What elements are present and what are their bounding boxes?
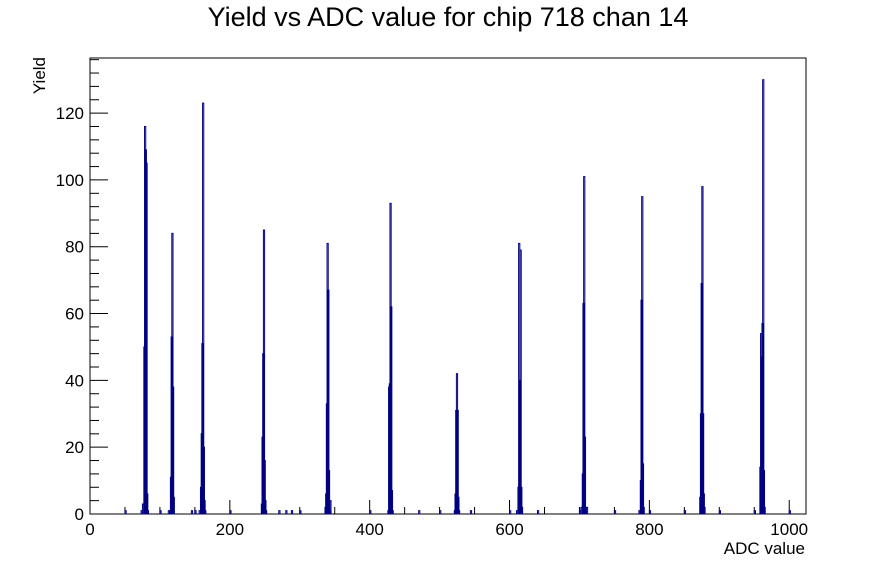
histogram-bin xyxy=(683,510,687,515)
histogram-bin xyxy=(290,510,294,515)
histogram-bin xyxy=(299,510,302,515)
x-tick-label: 600 xyxy=(495,520,523,539)
y-tick-label: 0 xyxy=(75,505,84,524)
histogram-bin xyxy=(788,510,791,515)
histogram-bin xyxy=(265,510,268,515)
y-tick-label: 60 xyxy=(65,305,84,324)
histogram-bin xyxy=(439,510,442,515)
histogram-bin xyxy=(537,510,540,515)
histogram-bin xyxy=(509,510,512,515)
histogram-bin xyxy=(613,510,617,515)
histogram-bin xyxy=(124,510,127,515)
x-tick-label: 400 xyxy=(356,520,384,539)
histogram-bin xyxy=(369,510,372,515)
y-tick-label: 80 xyxy=(65,238,84,257)
x-axis-label: ADC value xyxy=(724,539,805,558)
histogram-bin xyxy=(418,510,421,515)
chart-title: Yield vs ADC value for chip 718 chan 14 xyxy=(207,2,689,32)
histogram-bin xyxy=(229,510,232,515)
x-tick-label: 1000 xyxy=(770,520,808,539)
y-tick-label: 20 xyxy=(65,438,84,457)
histogram-bin xyxy=(763,506,766,515)
y-tick-label: 100 xyxy=(56,171,84,190)
histogram-bin xyxy=(204,510,207,515)
histogram-bin xyxy=(648,510,652,515)
histogram-bin xyxy=(469,510,473,515)
x-axis: 0 200 400 600 800 1000 xyxy=(85,500,808,539)
histogram-bin xyxy=(159,510,162,515)
histogram-bin xyxy=(753,510,756,515)
y-tick-label: 120 xyxy=(56,104,84,123)
histogram-bin xyxy=(703,506,706,515)
histogram-bin xyxy=(457,510,461,515)
histogram-bin xyxy=(520,506,524,515)
histogram-bin xyxy=(167,510,171,515)
histogram-bin xyxy=(190,510,194,515)
x-tick-label: 0 xyxy=(85,520,94,539)
histogram-bin xyxy=(194,510,197,515)
histogram-bin xyxy=(585,506,589,515)
histogram-bin xyxy=(146,510,150,515)
y-axis: 0 20 40 60 80 100 120 xyxy=(56,59,108,524)
histogram-bins xyxy=(124,79,791,515)
histogram-bin xyxy=(278,510,281,515)
histogram-bin xyxy=(642,506,645,515)
y-axis-label: Yield xyxy=(30,57,49,94)
y-tick-label: 40 xyxy=(65,371,84,390)
plot-frame xyxy=(89,57,807,515)
histogram-bin xyxy=(285,510,288,515)
histogram-bin xyxy=(718,510,721,515)
x-tick-label: 800 xyxy=(635,520,663,539)
histogram-bin xyxy=(329,500,332,515)
histogram-bin xyxy=(391,510,394,515)
histogram-bin xyxy=(172,496,175,515)
x-tick-label: 200 xyxy=(216,520,244,539)
